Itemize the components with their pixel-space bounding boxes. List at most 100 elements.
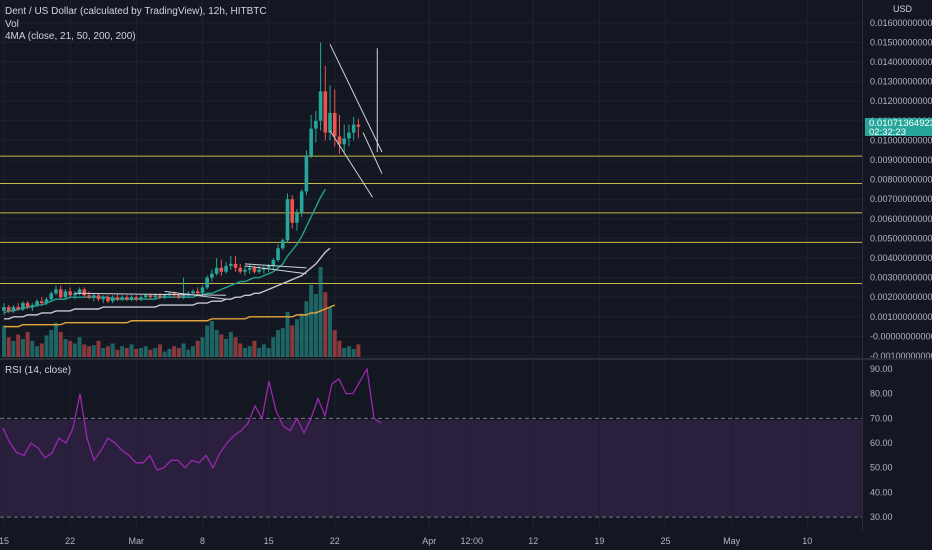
price-axis[interactable]: 0.01600000000 0.01500000000 0.01400000000 0… (870, 18, 932, 361)
candle-body (129, 297, 134, 300)
volume-bar (195, 340, 200, 357)
volume-bar (299, 313, 304, 357)
moving-average-line (4, 247, 331, 320)
candle-body (238, 267, 243, 272)
rsi-tick-label: 30.00 (870, 512, 893, 522)
volume-bar (77, 337, 82, 357)
volume-bar (214, 330, 219, 357)
volume-bar (120, 346, 125, 357)
candle-body (210, 273, 214, 278)
x-tick-label: Mar (129, 536, 145, 546)
volume-bar (139, 348, 144, 357)
candle-body (44, 299, 49, 304)
volume-bar (176, 348, 181, 357)
candle-body (96, 295, 101, 300)
y-tick-label: 0.00900000000 (870, 155, 932, 165)
volume-bar (323, 292, 328, 357)
volume-bar (328, 307, 333, 357)
rsi-tick-label: 80.00 (870, 389, 893, 399)
rsi-pane[interactable] (0, 366, 862, 518)
volume-bar (6, 337, 11, 357)
candle-body (224, 265, 228, 272)
candle-body (125, 297, 129, 300)
candle-body (148, 295, 153, 298)
candle-body (106, 297, 110, 302)
volume-bar (200, 337, 205, 357)
candle-body (115, 297, 120, 300)
y-tick-label: -0.00100000000 (870, 351, 932, 361)
last-price: 0.01071364923 (869, 118, 932, 129)
candle-body (73, 293, 77, 296)
y-tick-label: 0.01500000000 (870, 37, 932, 47)
candlesticks[interactable] (2, 42, 361, 315)
volume-bar (148, 349, 153, 357)
candle-body (158, 295, 162, 298)
volume-bar (58, 331, 63, 357)
trendlines[interactable] (74, 44, 383, 300)
x-tick-label: 22 (65, 536, 75, 546)
volume-bar (209, 321, 214, 357)
candle-body (58, 289, 63, 298)
candle-body (295, 212, 299, 223)
ma-label: 4MA (close, 21, 50, 200, 200) (5, 31, 136, 42)
volume-bar (276, 330, 281, 357)
volume-bar (285, 312, 290, 357)
y-tick-label: 0.00600000000 (870, 214, 932, 224)
y-tick-label: 0.00400000000 (870, 253, 932, 263)
rsi-axis[interactable]: 90.00 80.00 70.00 60.00 50.00 40.00 30.00 (870, 364, 893, 522)
volume-bar (101, 348, 106, 357)
candle-body (153, 295, 157, 298)
rsi-tick-label: 40.00 (870, 487, 893, 497)
volume-bar (2, 325, 6, 357)
volume-bar (261, 344, 266, 357)
candle-body (139, 297, 143, 300)
candle-body (68, 291, 72, 296)
time-axis[interactable]: 15 22 Mar 8 15 22 Apr 12:00 12 19 25 May 10 (0, 536, 812, 546)
trendline (74, 292, 227, 296)
x-tick-label: 10 (802, 536, 812, 546)
x-tick-label: 19 (594, 536, 604, 546)
candle-body (323, 91, 328, 133)
candle-body (252, 267, 257, 272)
candle-body (54, 289, 58, 294)
candle-body (101, 297, 106, 300)
candle-body (11, 307, 16, 311)
volume-bar (11, 340, 16, 357)
candle-body (195, 291, 200, 294)
candle-body (205, 277, 209, 288)
y-tick-label: 0.00100000000 (870, 312, 932, 322)
volume-bar (49, 330, 54, 357)
candle-body (110, 297, 115, 302)
volume-bar (356, 344, 361, 357)
candle-body (6, 307, 11, 311)
volume-bar (224, 339, 229, 357)
candle-body (351, 124, 356, 133)
moving-average-line (4, 304, 336, 328)
volume-bar (87, 346, 92, 357)
volume-bar (68, 340, 73, 357)
volume-bar (129, 344, 134, 357)
candle-body (262, 267, 266, 270)
vol-label: Vol (5, 19, 19, 30)
volume-bar (290, 325, 295, 357)
volume-bars (2, 267, 361, 357)
y-tick-label: 0.01400000000 (870, 57, 932, 67)
candle-body (30, 305, 35, 308)
candle-body (243, 269, 247, 272)
candle-body (191, 291, 195, 294)
candle-body (290, 199, 295, 223)
candle-body (266, 265, 271, 268)
volume-bar (96, 340, 101, 357)
candle-body (200, 287, 205, 294)
volume-bar (257, 348, 262, 357)
candle-body (276, 248, 280, 260)
candle-body (332, 112, 337, 137)
volume-bar (186, 349, 191, 357)
rsi-tick-label: 50.00 (870, 463, 893, 473)
candle-body (219, 267, 224, 272)
volume-bar (266, 348, 271, 357)
volume-bar (167, 348, 172, 357)
volume-bar (313, 294, 318, 357)
volume-bar (191, 346, 195, 357)
